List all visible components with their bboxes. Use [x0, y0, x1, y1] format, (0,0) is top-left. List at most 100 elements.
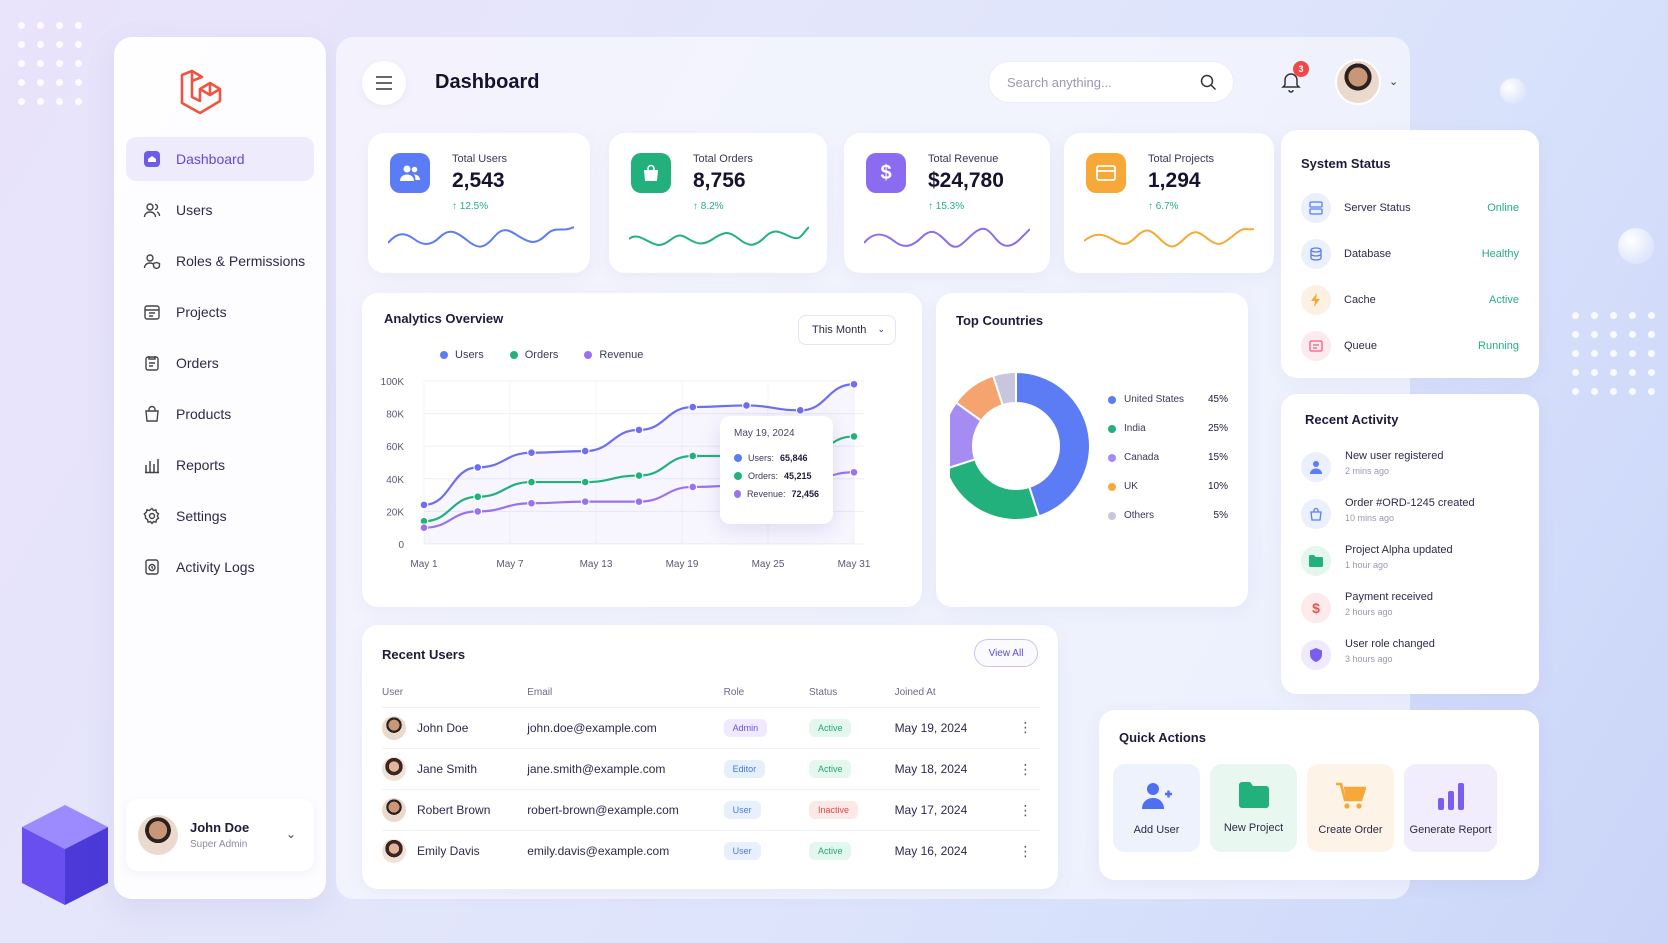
shield-icon	[1301, 640, 1331, 670]
data-point[interactable]	[419, 500, 429, 510]
notification-badge: 3	[1293, 61, 1309, 77]
x-tick-label: May 31	[838, 559, 871, 570]
country-name: Others	[1124, 510, 1155, 521]
sidebar-item-roles[interactable]: Roles & Permissions	[126, 239, 314, 283]
table-row[interactable]: Robert Brown robert-brown@example.com Us…	[382, 789, 1040, 831]
range-select[interactable]: This Month ⌄	[798, 315, 896, 345]
analytics-card: Analytics Overview This Month ⌄ Users Or…	[362, 293, 922, 607]
data-point[interactable]	[742, 401, 751, 410]
quick-action-label: Add User	[1133, 824, 1180, 836]
list-item: Canada 15%	[1108, 443, 1228, 472]
status-name: Cache	[1344, 294, 1376, 306]
stat-label: Total Users	[452, 153, 508, 165]
menu-button[interactable]	[362, 61, 406, 105]
data-point[interactable]	[634, 497, 644, 506]
donut-slice[interactable]	[1015, 370, 1091, 518]
user-cell: John Doe	[382, 708, 528, 749]
activity-time: 2 hours ago	[1345, 607, 1393, 617]
user-cell: Robert Brown	[382, 790, 528, 831]
user-role: Super Admin	[190, 839, 248, 850]
status-badge: Active	[808, 842, 852, 861]
user-name: Jane Smith	[417, 761, 478, 776]
data-point[interactable]	[419, 523, 429, 532]
more-options-icon[interactable]: ⋮	[1018, 842, 1033, 859]
stat-delta: ↑ 6.7%	[1148, 201, 1179, 212]
sidebar-item-users[interactable]: Users	[126, 188, 314, 232]
data-point[interactable]	[688, 451, 698, 461]
table-row[interactable]: John Doe john.doe@example.com Admin Acti…	[382, 707, 1040, 749]
data-point[interactable]	[634, 471, 644, 480]
status-cell: Inactive	[808, 789, 895, 831]
table-row[interactable]: Jane Smith jane.smith@example.com Editor…	[382, 748, 1040, 790]
data-point[interactable]	[795, 406, 805, 415]
stat-card-users: Total Users 2,543 ↑ 12.5%	[368, 133, 590, 273]
activity-item: $ Payment received 2 hours ago	[1301, 591, 1531, 635]
sidebar-item-products[interactable]: Products	[126, 392, 314, 436]
data-point[interactable]	[527, 498, 536, 508]
search-box[interactable]	[988, 61, 1234, 103]
status-value: Running	[1478, 340, 1519, 352]
more-options-icon[interactable]: ⋮	[1010, 748, 1040, 790]
list-item: India 25%	[1108, 414, 1228, 443]
bell-icon[interactable]	[1279, 70, 1303, 94]
sidebar-item-projects[interactable]: Projects	[126, 290, 314, 334]
sidebar-item-reports[interactable]: Reports	[126, 443, 314, 487]
legend-swatch	[734, 490, 741, 498]
data-point[interactable]	[580, 477, 590, 487]
legend-swatch	[440, 351, 448, 359]
data-point[interactable]	[580, 446, 590, 456]
donut-slice[interactable]	[991, 370, 1017, 407]
new-project-button[interactable]: New Project	[1210, 764, 1297, 852]
data-point[interactable]	[634, 425, 644, 435]
folder-icon	[1301, 546, 1331, 576]
section-title: Analytics Overview	[384, 311, 504, 326]
projects-icon	[142, 302, 162, 322]
sidebar-item-settings[interactable]: Settings	[126, 494, 314, 538]
avatar	[138, 815, 178, 855]
data-point[interactable]	[688, 402, 698, 412]
data-point[interactable]	[473, 463, 483, 472]
sidebar-item-orders[interactable]: Orders	[126, 341, 314, 385]
role-cell: Admin	[723, 707, 809, 749]
x-tick-label: May 25	[752, 559, 785, 570]
add-user-icon	[1141, 783, 1172, 809]
search-input[interactable]	[1007, 74, 1197, 90]
more-options-icon[interactable]: ⋮	[1010, 789, 1040, 831]
sidebar-user-card[interactable]: John Doe Super Admin ⌄	[126, 799, 314, 871]
data-point[interactable]	[527, 477, 536, 487]
country-pct: 10%	[1207, 481, 1228, 492]
chart-tooltip: May 19, 2024 Users: 65,846 Orders: 45,215 …	[720, 416, 833, 524]
status-value: Active	[1489, 294, 1519, 306]
country-pct: 45%	[1207, 394, 1228, 405]
tooltip-label: Orders:	[748, 471, 779, 481]
recent-activity-card: Recent Activity New user registered 2 min…	[1281, 394, 1539, 694]
data-point[interactable]	[688, 482, 698, 492]
activity-text: User role changed	[1345, 638, 1435, 650]
donut-slice[interactable]	[950, 458, 1041, 521]
generate-report-button[interactable]: Generate Report	[1404, 764, 1497, 852]
create-order-button[interactable]: Create Order	[1307, 764, 1394, 852]
sidebar-nav: Dashboard Users Roles & Permissions Proj…	[126, 137, 314, 596]
table-row[interactable]: Emily Davis emily.davis@example.com User…	[382, 831, 1040, 872]
data-point[interactable]	[849, 467, 859, 477]
sidebar-item-dashboard[interactable]: Dashboard	[126, 137, 314, 181]
more-options-icon[interactable]: ⋮	[1010, 707, 1040, 749]
data-point[interactable]	[473, 492, 483, 502]
recent-users-card: Recent Users View All User Email Role St…	[362, 625, 1058, 889]
chevron-down-icon[interactable]: ⌄	[285, 827, 296, 841]
add-user-button[interactable]: Add User	[1113, 764, 1200, 852]
quick-actions-card: Quick Actions Add User New Project Creat…	[1099, 710, 1539, 880]
avatar[interactable]	[1335, 59, 1381, 105]
search-icon[interactable]	[1200, 74, 1217, 91]
data-point[interactable]	[580, 497, 590, 506]
data-point[interactable]	[473, 507, 483, 516]
view-all-button[interactable]: View All	[974, 639, 1038, 667]
data-point[interactable]	[527, 448, 536, 458]
data-point[interactable]	[849, 432, 859, 441]
status-cell: Active	[808, 831, 895, 872]
bar-chart-icon	[1437, 783, 1464, 810]
data-point[interactable]	[849, 379, 859, 389]
sidebar-item-label: Roles & Permissions	[176, 253, 306, 269]
sidebar-item-activity-logs[interactable]: Activity Logs	[126, 545, 314, 589]
chevron-down-icon[interactable]: ⌄	[1389, 76, 1399, 88]
